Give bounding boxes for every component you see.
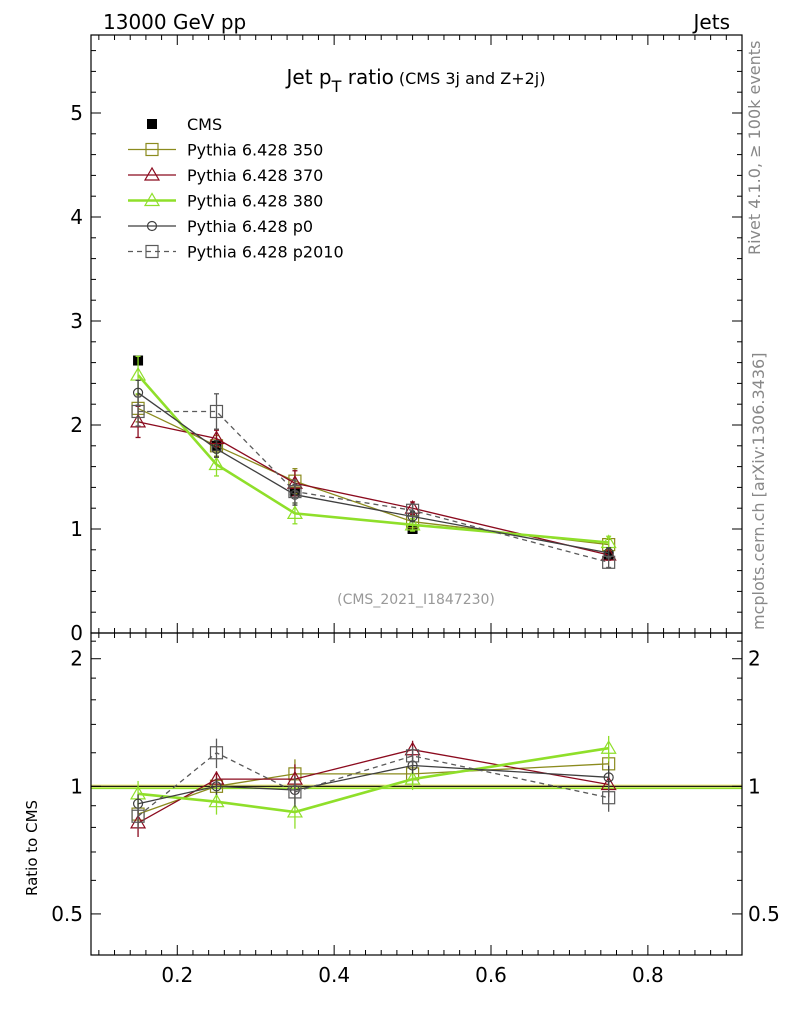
ratio-ylabel: Ratio to CMS — [23, 800, 41, 896]
main-series-group — [130, 355, 617, 569]
ratio-point-p2010 — [131, 809, 145, 823]
plot-title: Jet pT ratio (CMS 3j and Z+2j) — [285, 65, 546, 96]
title-rest: ratio — [341, 65, 393, 89]
header-right: Jets — [692, 10, 730, 34]
main-ytick-label: 3 — [70, 309, 83, 333]
ratio-line-p2010 — [137, 752, 609, 817]
legend-marker-p380 — [143, 192, 161, 207]
series-line-p380 — [137, 374, 609, 544]
ratio-point-p2010 — [288, 785, 302, 799]
legend-item-p2010: Pythia 6.428 p2010 — [128, 243, 344, 262]
legend-label-p2010: Pythia 6.428 p2010 — [187, 243, 344, 262]
ratio-point-p380 — [208, 793, 225, 808]
ratio-point-p0 — [211, 781, 222, 792]
ratio-axis-ticks: 0.2 0.4 0.6 0.8 0.5 0.5 1 1 2 2 — [51, 633, 780, 987]
ratio-point-p2010 — [602, 791, 616, 805]
main-ytick-label: 4 — [70, 205, 83, 229]
ratio-point-p380 — [404, 770, 421, 785]
ratio-ytick-label-left: 0.5 — [51, 902, 83, 926]
main-ytick-label: 1 — [70, 517, 83, 541]
ratio-line-p380 — [137, 746, 609, 814]
ratio-point-p380 — [286, 803, 303, 818]
point-p380 — [286, 505, 303, 520]
ratio-xtick-label: 0.8 — [632, 963, 664, 987]
legend-item-p370: Pythia 6.428 370 — [128, 166, 323, 185]
main-ytick-label: 5 — [70, 101, 83, 125]
main-axis-ticks: 0 1 2 3 4 5 — [70, 35, 742, 645]
ratio-point-p2010 — [209, 746, 224, 760]
main-ytick-label: 2 — [70, 413, 83, 437]
point-p0 — [211, 443, 222, 455]
title-main: Jet p — [285, 65, 332, 89]
mcplots-label: mcplots.cern.ch [arXiv:1306.3436] — [749, 353, 768, 630]
legend-item-p380: Pythia 6.428 380 — [128, 192, 323, 211]
legend-label-cms: CMS — [187, 115, 222, 134]
ratio-series-p380 — [130, 735, 617, 829]
ratio-point-p380 — [600, 740, 617, 754]
ratio-ytick-label-right: 0.5 — [748, 902, 780, 926]
ratio-point-p0 — [603, 772, 614, 783]
legend-item-cms: CMS — [147, 115, 222, 134]
ratio-series-p2010 — [131, 738, 616, 829]
analysis-id: (CMS_2021_I1847230) — [337, 592, 495, 608]
legend-label-p0: Pythia 6.428 p0 — [187, 217, 313, 236]
point-p2010 — [405, 503, 420, 517]
point-p2010 — [209, 404, 224, 419]
ratio-ytick-label-left: 1 — [70, 774, 83, 798]
point-p2010 — [602, 555, 616, 569]
ratio-ytick-label-left: 2 — [70, 647, 83, 671]
ratio-ytick-label-right: 2 — [748, 647, 761, 671]
legend-marker-p2010 — [145, 244, 159, 259]
series-line-p0 — [137, 392, 609, 554]
main-ytick-label: 0 — [70, 621, 83, 645]
title-detail: (CMS 3j and Z+2j) — [399, 69, 546, 88]
title-subscript: T — [331, 77, 342, 96]
ratio-series-group — [130, 735, 617, 837]
ratio-xtick-label: 0.6 — [475, 963, 507, 987]
legend-marker-p370 — [143, 166, 161, 181]
point-p2010 — [288, 484, 302, 499]
ratio-xtick-label: 0.2 — [161, 963, 193, 987]
point-p370 — [130, 413, 147, 428]
ratio-point-p2010 — [405, 749, 420, 763]
legend-marker-p0 — [146, 220, 158, 232]
series-line-p350 — [137, 407, 609, 546]
legend-marker-p350 — [145, 142, 159, 157]
series-cms — [133, 355, 614, 560]
point-p2010 — [131, 404, 145, 419]
legend: CMS Pythia 6.428 350 Pythia 6.428 370 Pythi… — [128, 115, 344, 262]
ratio-panel-frame — [90, 632, 743, 956]
legend-item-p350: Pythia 6.428 350 — [128, 141, 323, 160]
series-p0 — [132, 379, 614, 559]
legend-label-p380: Pythia 6.428 380 — [187, 192, 323, 211]
ratio-xtick-label: 0.4 — [318, 963, 350, 987]
series-p2010 — [131, 393, 616, 569]
legend-label-p350: Pythia 6.428 350 — [187, 141, 323, 160]
legend-label-p370: Pythia 6.428 370 — [187, 166, 323, 185]
point-p380 — [208, 456, 225, 471]
rivet-version-label: Rivet 4.1.0, ≥ 100k events — [745, 41, 764, 255]
series-p350 — [131, 394, 616, 552]
point-p380 — [404, 516, 421, 531]
ratio-reference-band — [91, 784, 742, 790]
legend-marker-cms — [147, 119, 157, 129]
series-p380 — [130, 355, 617, 550]
legend-item-p0: Pythia 6.428 p0 — [128, 217, 313, 236]
ratio-ytick-label-right: 1 — [748, 774, 761, 798]
header-left: 13000 GeV pp — [103, 10, 246, 34]
